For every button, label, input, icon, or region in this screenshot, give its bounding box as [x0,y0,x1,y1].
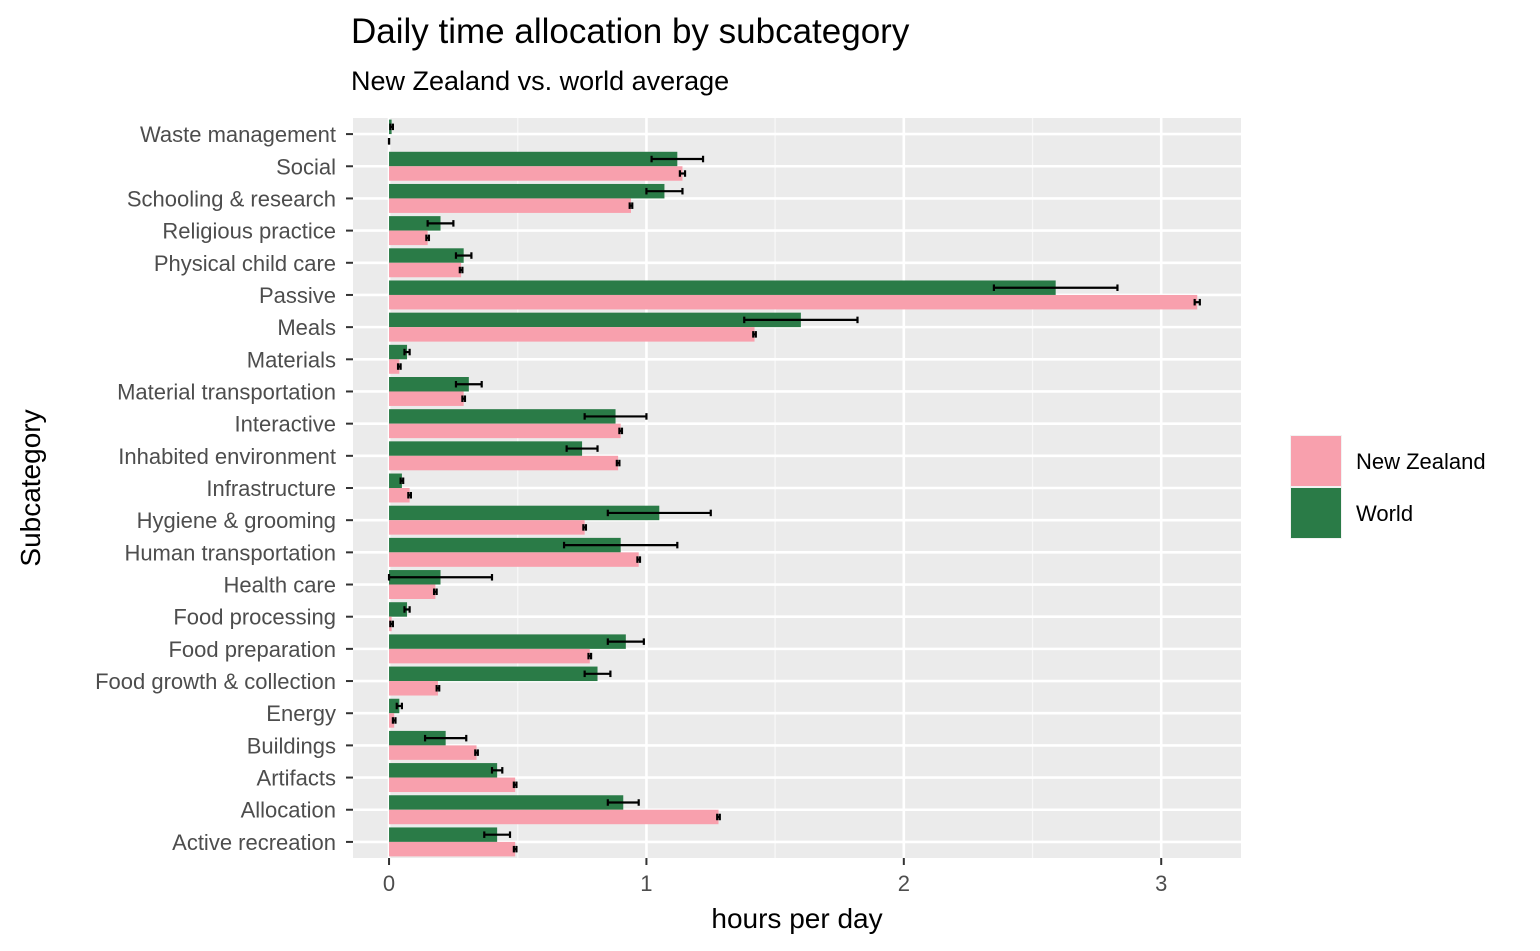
bar [389,602,408,617]
bar [389,648,590,664]
y-tick-label: Materials [247,347,336,372]
bar [389,520,585,535]
bar [389,745,477,760]
error-bars [387,123,1201,853]
y-tick-label: Food processing [173,605,336,630]
y-tick-label: Waste management [140,122,336,147]
bar [389,280,1056,295]
bar [389,488,410,503]
bar [389,166,683,181]
bar [389,763,498,778]
bar [389,377,469,392]
bar [389,216,441,231]
y-tick-label: Allocation [241,798,336,823]
bar [389,151,678,167]
x-axis-title: hours per day [711,903,882,934]
bar [389,294,1198,310]
bar [389,230,428,246]
legend-swatch [1291,436,1341,486]
bar [389,473,402,488]
y-tick-label: Meals [277,315,336,340]
y-tick-label: Material transportation [117,379,336,404]
y-axis-title: Subcategory [15,409,46,566]
bar [389,344,408,360]
bar [389,441,583,456]
bar [389,327,755,342]
legend-label: World [1356,501,1413,526]
bar [389,681,438,696]
legend-label: New Zealand [1356,449,1486,474]
bar [389,312,801,328]
x-axis: 0 1 2 3 [383,858,1167,896]
bar [389,183,665,199]
bar [389,730,446,746]
bar [389,505,660,521]
y-tick-label: Schooling & research [127,186,336,211]
y-tick-label: Social [276,154,336,179]
bar [389,455,619,471]
y-tick-label: Buildings [247,733,336,758]
bar [389,409,616,424]
bar [389,777,516,793]
legend-swatch [1291,488,1341,538]
y-tick-label: Human transportation [124,540,336,565]
x-tick-label: 3 [1155,871,1167,896]
bar [389,634,626,649]
y-tick-label: Food preparation [168,637,336,662]
y-tick-label: Physical child care [154,251,336,276]
y-tick-label: Energy [266,701,336,726]
bar [389,391,464,406]
x-tick-label: 0 [383,871,395,896]
bar [389,359,400,374]
y-tick-label: Passive [259,283,336,308]
bar [389,198,631,213]
bar [389,537,621,553]
y-tick-label: Interactive [235,412,337,437]
x-tick-label: 2 [898,871,910,896]
bar [389,248,464,263]
bar [389,795,624,810]
y-tick-label: Religious practice [162,219,336,244]
y-tick-label: Inhabited environment [118,444,336,469]
y-tick-label: Artifacts [257,766,336,791]
bars [389,119,1198,857]
bar [389,827,498,842]
chart-subtitle: New Zealand vs. world average [351,66,729,96]
y-tick-label: Infrastructure [206,476,336,501]
legend: New Zealand World [1290,435,1486,539]
y-axis: Waste management Social Schooling & resear… [95,122,353,855]
y-tick-label: Active recreation [172,830,336,855]
bar [389,809,719,825]
x-tick-label: 1 [640,871,652,896]
bar [389,262,462,278]
bar [389,584,436,599]
bar [389,552,639,567]
bar [389,713,395,728]
bar [389,841,516,857]
chart-title: Daily time allocation by subcategory [351,12,910,51]
y-tick-label: Health care [223,573,336,598]
y-tick-label: Hygiene & grooming [137,508,336,533]
y-tick-label: Food growth & collection [95,669,336,694]
bar [389,666,598,682]
bar [389,698,400,714]
bar [389,423,621,439]
